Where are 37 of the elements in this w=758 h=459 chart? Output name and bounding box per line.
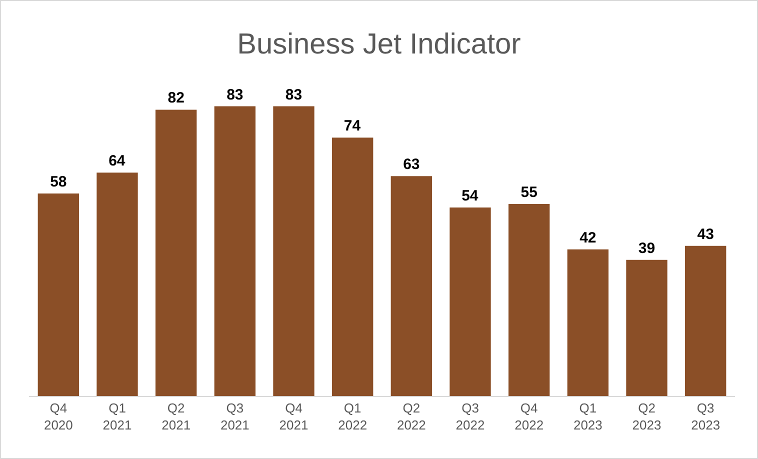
- bar: [332, 138, 374, 396]
- x-tick-label: Q3 2023: [691, 400, 720, 432]
- x-tick-label: Q4 2020: [44, 400, 73, 432]
- bar: [214, 106, 256, 396]
- x-tick-label: Q2 2021: [162, 400, 191, 432]
- bar: [684, 246, 726, 396]
- bar: [508, 204, 550, 396]
- x-tick-label: Q4 2021: [279, 400, 308, 432]
- data-label: 39: [638, 240, 656, 257]
- data-label: 43: [697, 226, 714, 243]
- x-tick-label: Q1 2021: [102, 400, 132, 432]
- x-tick-label: Q3 2022: [456, 400, 485, 432]
- data-label: 63: [403, 156, 420, 174]
- data-label: 55: [520, 184, 538, 201]
- bar: [626, 260, 668, 396]
- x-tick-label: Q1 2023: [573, 400, 602, 432]
- bar: [38, 194, 80, 396]
- x-tick-label: Q2 2023: [632, 400, 662, 432]
- x-tick-label: Q2 2022: [396, 400, 426, 432]
- data-label: 83: [226, 86, 244, 104]
- chart-title: Business Jet Indicator: [237, 28, 522, 60]
- bar: [273, 106, 314, 396]
- data-label: 54: [462, 187, 479, 204]
- data-label: 42: [580, 229, 596, 246]
- data-label: 58: [50, 174, 67, 191]
- bar: [96, 172, 138, 396]
- x-tick-label: Q4 2022: [514, 400, 544, 432]
- data-label: 82: [168, 90, 184, 107]
- bar: [390, 176, 432, 396]
- x-tick-label: Q1 2022: [338, 400, 368, 432]
- bar: [450, 207, 491, 396]
- data-label: 74: [344, 118, 362, 135]
- bar: [567, 249, 609, 396]
- bar: [155, 110, 197, 396]
- x-tick-label: Q3 2021: [220, 400, 250, 432]
- data-label: 64: [108, 152, 126, 170]
- data-label: 83: [285, 86, 302, 104]
